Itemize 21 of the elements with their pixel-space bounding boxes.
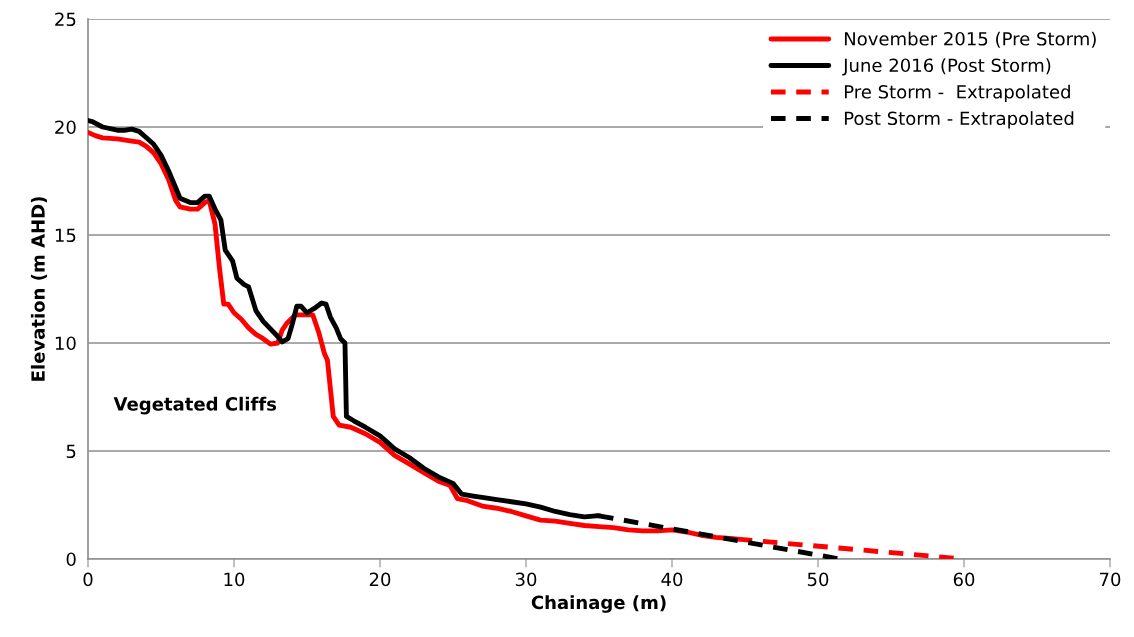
x-tick-label: 10 xyxy=(224,572,245,587)
x-tick-label: 30 xyxy=(515,572,537,587)
legend-label: June 2016 (Post Storm) xyxy=(842,58,1051,76)
y-tick-label: 25 xyxy=(55,12,76,27)
x-tick-label: 50 xyxy=(807,572,829,587)
x-tick-label: 60 xyxy=(953,572,975,587)
y-tick-label: 10 xyxy=(55,336,76,351)
x-tick-label: 20 xyxy=(369,572,391,587)
legend-label: Pre Storm - Extrapolated xyxy=(844,84,1070,103)
y-tick-label: 0 xyxy=(66,552,76,567)
legend-label: November 2015 (Pre Storm) xyxy=(844,31,1096,48)
y-tick-label: 20 xyxy=(55,120,76,135)
annotation: Vegetated Cliffs xyxy=(113,396,277,415)
x-axis-title: Chainage (m) xyxy=(531,595,666,613)
x-tick-label: 0 xyxy=(83,572,93,587)
x-tick-label: 40 xyxy=(661,572,683,587)
x-tick-label: 70 xyxy=(1099,572,1121,587)
legend-label: Post Storm - Extrapolated xyxy=(844,111,1074,129)
y-tick-label: 15 xyxy=(55,228,76,243)
y-tick-label: 5 xyxy=(66,444,76,459)
y-axis-title: Elevation (m AHD) xyxy=(30,197,47,381)
